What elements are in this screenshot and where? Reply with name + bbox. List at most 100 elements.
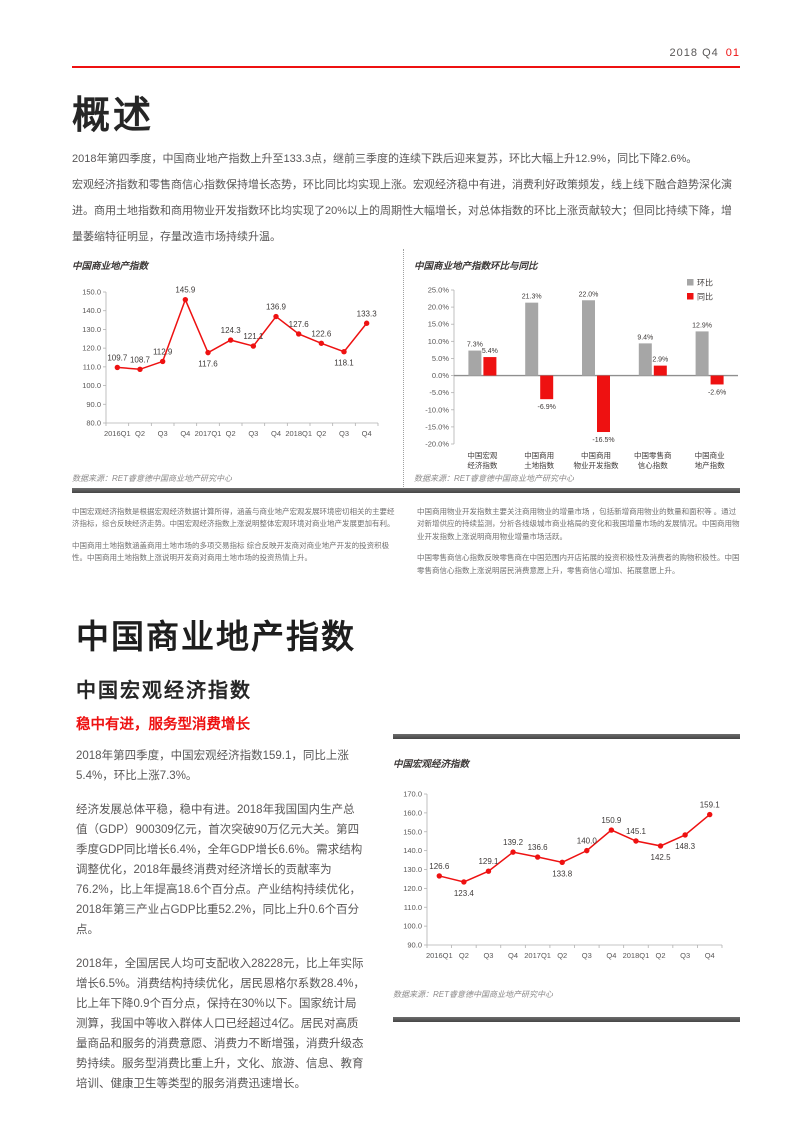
chart-source: 数据来源：RET睿意德中国商业地产研究中心	[393, 990, 553, 999]
overview-paragraph: 宏观经济指数和零售商信心指数保持增长态势，环比同比均实现上涨。宏观经济稳中有进，…	[72, 179, 733, 243]
svg-text:Q2: Q2	[226, 429, 236, 438]
svg-text:Q3: Q3	[158, 429, 168, 438]
section-highlight: 稳中有进，服务型消费增长	[76, 717, 250, 733]
svg-text:100.0: 100.0	[82, 381, 101, 390]
svg-text:0.0%: 0.0%	[432, 371, 449, 380]
svg-text:中国零售商: 中国零售商	[634, 450, 672, 460]
svg-text:170.0: 170.0	[403, 790, 422, 799]
svg-text:Q4: Q4	[705, 951, 715, 960]
svg-text:2018Q1: 2018Q1	[285, 429, 312, 438]
svg-text:2016Q1: 2016Q1	[426, 951, 453, 960]
svg-text:160.0: 160.0	[403, 808, 422, 817]
svg-text:140.0: 140.0	[577, 837, 598, 846]
svg-text:117.6: 117.6	[198, 360, 218, 369]
svg-text:环比: 环比	[697, 278, 713, 288]
svg-text:130.0: 130.0	[82, 325, 101, 334]
svg-text:7.3%: 7.3%	[467, 342, 483, 349]
svg-text:22.0%: 22.0%	[579, 291, 599, 298]
header-rule	[72, 66, 740, 68]
overview-title: 概述	[72, 95, 155, 137]
footnote-paragraph: 中国商用物业开发指数主要关注商用物业的增量市场 ，包括新增商用物业的数量和面积等…	[417, 507, 740, 541]
svg-text:140.0: 140.0	[403, 846, 422, 855]
mom-yoy-chart-box: 中国商业地产指数环比与同比 -20.0% -15.0% -10.0% -5.0% 0.0…	[414, 251, 740, 487]
svg-text:中国商用: 中国商用	[581, 450, 611, 460]
svg-text:-15.0%: -15.0%	[425, 422, 449, 431]
section-title: 中国商业地产指数	[76, 620, 356, 656]
svg-text:90.0: 90.0	[407, 941, 422, 950]
svg-text:Q2: Q2	[316, 429, 326, 438]
page-number: 01	[725, 47, 740, 59]
svg-text:136.9: 136.9	[266, 303, 287, 312]
svg-text:-5.0%: -5.0%	[429, 388, 449, 397]
svg-text:12.9%: 12.9%	[692, 322, 712, 329]
svg-text:150.9: 150.9	[601, 816, 622, 825]
svg-text:Q2: Q2	[135, 429, 145, 438]
page-header: 2018 Q4 01	[670, 47, 740, 59]
svg-text:109.7: 109.7	[107, 353, 128, 362]
svg-text:123.4: 123.4	[454, 889, 475, 898]
svg-text:110.0: 110.0	[83, 362, 101, 371]
svg-text:-20.0%: -20.0%	[425, 440, 449, 449]
svg-text:Q2: Q2	[557, 951, 567, 960]
index-definitions: 中国宏观经济指数是根据宏观经济数据计算所得，涵盖与商业地产宏观发展环境密切相关的…	[72, 506, 740, 586]
svg-text:2017Q1: 2017Q1	[195, 429, 222, 438]
body-paragraph: 经济发展总体平稳，稳中有进。2018年我国国内生产总值（GDP）900309亿元…	[76, 804, 363, 936]
footnote-paragraph: 中国商用土地指数涵盖商用土地市场的多项交易指标 综合反映开发商对商业地产开发的投…	[72, 540, 390, 563]
svg-text:127.6: 127.6	[289, 320, 310, 329]
svg-text:2017Q1: 2017Q1	[524, 951, 551, 960]
svg-text:Q3: Q3	[680, 951, 690, 960]
svg-text:120.0: 120.0	[403, 884, 422, 893]
mom-yoy-bar-chart: -20.0% -15.0% -10.0% -5.0% 0.0% 5.0% 10.0% 15.0…	[425, 278, 738, 470]
charts-dotted-divider	[403, 249, 404, 491]
svg-text:20.0%: 20.0%	[428, 303, 450, 312]
svg-text:140.0: 140.0	[82, 306, 101, 315]
svg-text:Q4: Q4	[362, 429, 372, 438]
svg-text:133.3: 133.3	[357, 309, 378, 318]
svg-text:2018Q1: 2018Q1	[623, 951, 650, 960]
svg-text:10.0%: 10.0%	[428, 337, 450, 346]
svg-text:126.6: 126.6	[429, 862, 450, 871]
section-body: 2018年第四季度，中国宏观经济指数159.1，同比上涨5.4%，环比上涨7.3…	[76, 746, 365, 1108]
svg-text:21.3%: 21.3%	[522, 294, 542, 301]
svg-text:136.6: 136.6	[528, 843, 549, 852]
svg-text:142.5: 142.5	[651, 853, 672, 862]
svg-text:-10.0%: -10.0%	[425, 405, 449, 414]
svg-text:-16.5%: -16.5%	[592, 437, 614, 444]
svg-text:信心指数: 信心指数	[638, 460, 668, 470]
svg-text:土地指数: 土地指数	[524, 460, 554, 470]
svg-text:Q2: Q2	[656, 951, 666, 960]
svg-text:100.0: 100.0	[403, 922, 422, 931]
svg-text:中国商用: 中国商用	[524, 450, 554, 460]
svg-text:Q4: Q4	[180, 429, 190, 438]
footnote-paragraph: 中国零售商信心指数反映零售商在中国范围内开店拓展的投资积极性及消费者的购物积极性…	[417, 553, 740, 575]
footnote-column-right: 中国商用物业开发指数主要关注商用物业的增量市场 ，包括新增商用物业的数量和面积等…	[417, 506, 740, 586]
svg-text:80.0: 80.0	[86, 419, 101, 428]
panel-bottom-bar	[393, 1017, 740, 1022]
chart-title: 中国宏观经济指数	[393, 759, 470, 770]
svg-text:Q3: Q3	[483, 951, 493, 960]
svg-text:中国宏观: 中国宏观	[467, 450, 497, 460]
svg-text:124.3: 124.3	[221, 326, 242, 335]
svg-text:120.0: 120.0	[82, 344, 101, 353]
svg-text:Q3: Q3	[582, 951, 592, 960]
footnote-column-left: 中国宏观经济指数是根据宏观经济数据计算所得，涵盖与商业地产宏观发展环境密切相关的…	[72, 506, 395, 586]
chart-title: 中国商业地产指数环比与同比	[414, 261, 538, 272]
svg-text:中国商业: 中国商业	[695, 450, 725, 460]
svg-text:118.1: 118.1	[334, 359, 354, 368]
svg-text:Q4: Q4	[508, 951, 518, 960]
svg-text:Q3: Q3	[248, 429, 258, 438]
svg-text:150.0: 150.0	[82, 288, 101, 297]
svg-text:159.1: 159.1	[700, 801, 721, 810]
svg-text:122.6: 122.6	[311, 329, 332, 338]
svg-text:地产指数: 地产指数	[695, 460, 725, 470]
overview-charts-row: 中国商业地产指数 80.0 90.0 100.0 110.0 120.0 130.0 140…	[72, 249, 740, 491]
svg-text:25.0%: 25.0%	[428, 286, 450, 295]
svg-text:Q2: Q2	[459, 951, 469, 960]
cre-index-line-chart: 80.0 90.0 100.0 110.0 120.0 130.0 140.0 150.0 20…	[82, 286, 379, 438]
svg-text:-2.6%: -2.6%	[708, 389, 726, 396]
svg-text:5.0%: 5.0%	[432, 354, 449, 363]
svg-text:2.9%: 2.9%	[652, 357, 668, 364]
svg-text:133.8: 133.8	[552, 869, 573, 878]
section-divider	[72, 488, 740, 493]
